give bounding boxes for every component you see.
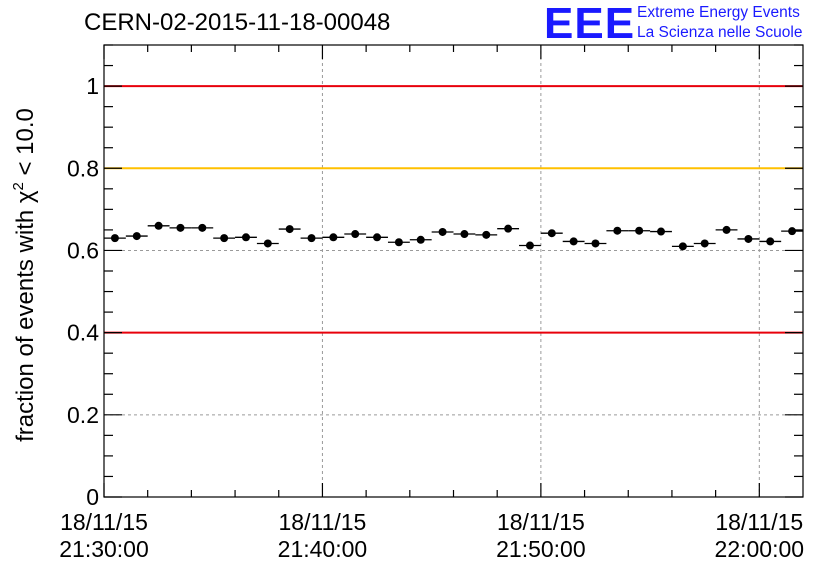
data-point — [737, 234, 760, 243]
reference-lines — [104, 85, 803, 334]
data-marker — [416, 235, 425, 244]
eee-logo: EEE Extreme Energy Events La Scienza nel… — [544, 0, 832, 48]
data-point — [366, 233, 388, 242]
data-marker — [285, 225, 294, 234]
data-point — [650, 227, 672, 236]
y-tick-label: 0.2 — [67, 402, 99, 428]
data-marker — [307, 234, 316, 243]
tick-labels: 00.20.40.60.8118/11/1521:30:0018/11/1521… — [59, 73, 804, 562]
logo-text-line2: La Scienza nelle Scuole — [637, 24, 803, 41]
data-point — [497, 224, 520, 233]
data-point — [300, 234, 323, 243]
data-marker — [263, 239, 272, 248]
data-marker — [766, 237, 775, 246]
chart-title: CERN-02-2015-11-18-00048 — [84, 9, 391, 36]
data-marker — [504, 224, 513, 233]
data-point — [147, 221, 170, 230]
data-marker — [373, 233, 382, 242]
x-tick-label-time: 21:30:00 — [59, 536, 149, 562]
data-point — [235, 233, 257, 242]
data-marker — [482, 230, 491, 239]
data-marker — [351, 230, 360, 239]
data-point — [606, 226, 629, 235]
x-tick-label-date: 18/11/15 — [60, 509, 148, 535]
data-point — [519, 241, 541, 250]
y-tick-label: 0 — [86, 484, 99, 510]
data-points — [104, 221, 803, 251]
data-marker — [198, 223, 207, 232]
data-marker — [220, 234, 229, 243]
data-marker — [547, 229, 556, 238]
data-point — [759, 237, 782, 246]
data-marker — [241, 233, 250, 242]
data-marker — [154, 221, 163, 230]
grid-lines — [104, 45, 803, 497]
data-point — [125, 232, 148, 241]
x-tick-label-time: 22:00:00 — [715, 536, 805, 562]
x-tick-label-date: 18/11/15 — [279, 509, 367, 535]
data-point — [431, 227, 454, 236]
data-point — [191, 223, 214, 232]
data-point — [475, 230, 498, 239]
data-point — [409, 235, 432, 244]
data-point — [693, 239, 716, 248]
data-marker — [460, 230, 469, 239]
data-marker — [700, 239, 709, 248]
data-point — [453, 230, 476, 239]
data-point — [540, 229, 563, 238]
logo-text-line1: Extreme Energy Events — [637, 4, 800, 21]
data-marker — [394, 238, 403, 247]
y-axis-label: fraction of events with χ2 < 10.0 — [10, 108, 39, 442]
data-point — [344, 230, 367, 239]
data-marker — [132, 232, 141, 241]
data-point — [781, 227, 803, 236]
data-marker — [569, 237, 578, 246]
eee-logo-letters: EEE — [544, 0, 636, 48]
data-point — [278, 225, 301, 234]
data-point — [628, 226, 651, 235]
data-marker — [788, 227, 797, 236]
data-point — [213, 234, 236, 243]
x-tick-label-time: 21:50:00 — [496, 536, 586, 562]
axis-ticks — [103, 44, 803, 498]
data-marker — [657, 227, 666, 236]
data-point — [256, 239, 279, 248]
data-point — [584, 239, 607, 248]
y-tick-label: 0.6 — [67, 237, 99, 263]
data-marker — [613, 226, 622, 235]
plot-frame — [103, 44, 804, 498]
y-tick-label: 1 — [86, 73, 99, 99]
data-point — [671, 242, 694, 251]
x-tick-label-date: 18/11/15 — [715, 509, 803, 535]
data-point — [169, 223, 192, 232]
data-marker — [678, 242, 687, 251]
x-tick-label-date: 18/11/15 — [497, 509, 585, 535]
data-marker — [438, 227, 447, 236]
data-marker — [329, 233, 338, 242]
data-marker — [591, 239, 600, 248]
data-marker — [635, 226, 644, 235]
y-tick-label: 0.8 — [67, 155, 99, 181]
data-marker — [722, 225, 731, 234]
data-marker — [744, 234, 753, 243]
data-point — [322, 233, 345, 242]
x-tick-label-time: 21:40:00 — [278, 536, 368, 562]
data-point — [715, 225, 738, 234]
data-marker — [110, 234, 119, 243]
data-marker — [176, 223, 185, 232]
data-point — [387, 238, 410, 247]
data-point — [104, 234, 126, 243]
y-tick-label: 0.4 — [67, 320, 99, 346]
data-marker — [525, 241, 534, 250]
data-point — [562, 237, 585, 246]
